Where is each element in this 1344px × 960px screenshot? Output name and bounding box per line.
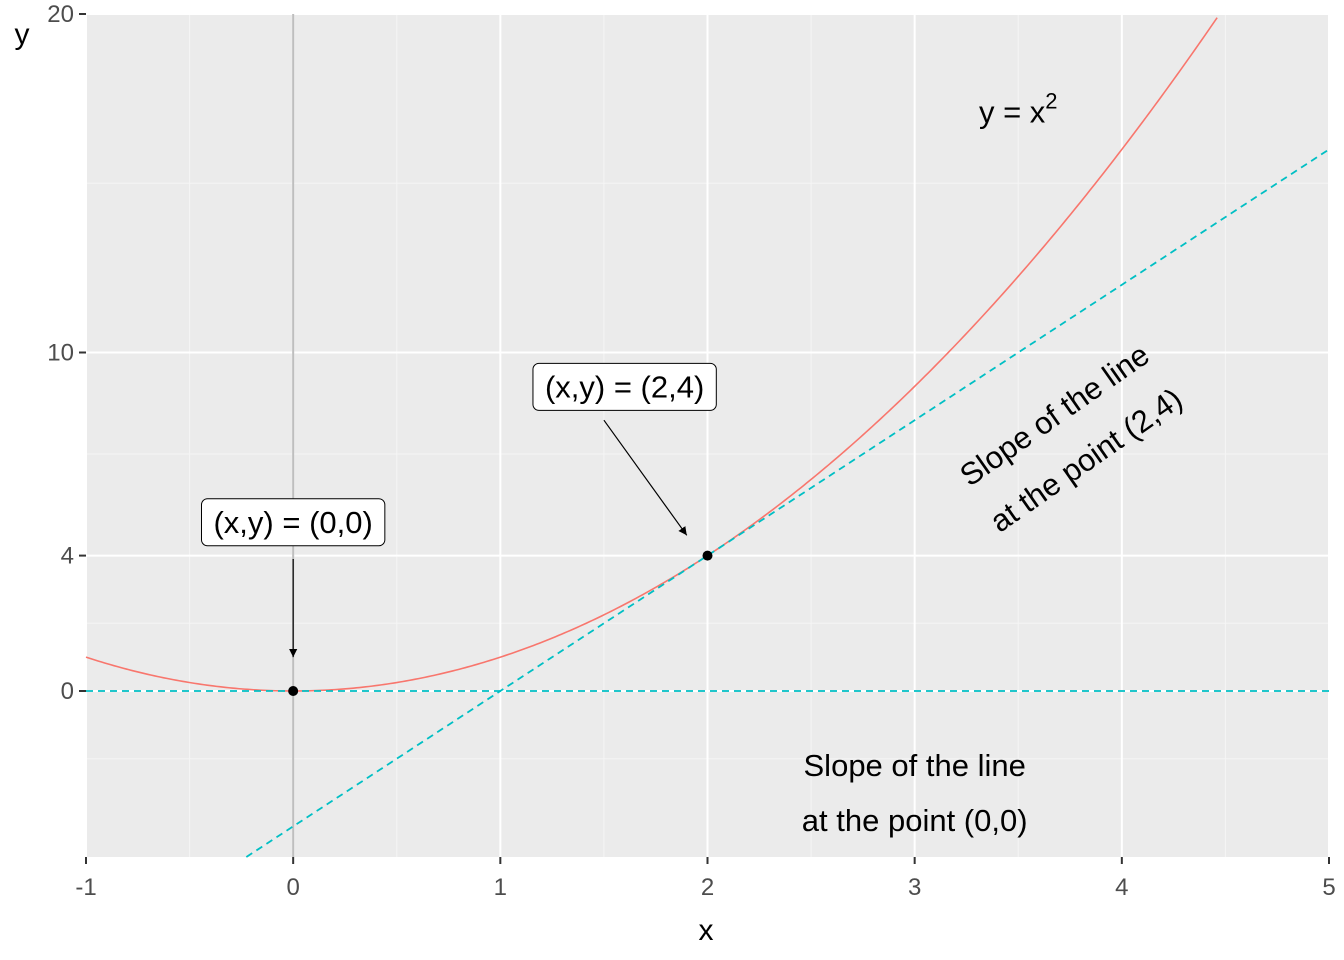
equation-superscript: 2 [1045, 88, 1057, 113]
data-point [288, 686, 299, 696]
y-tick-label: 10 [47, 340, 74, 367]
x-tick-label: 2 [701, 874, 714, 901]
y-tick-label: 4 [61, 543, 74, 570]
point-label-text: (x,y) = (0,0) [213, 505, 372, 540]
x-tick-label: 3 [908, 874, 921, 901]
x-tick-label: 4 [1115, 874, 1128, 901]
y-tick-label: 0 [61, 678, 74, 705]
point-label-box [200, 498, 386, 547]
curve-equation-label: y = x2 [979, 88, 1058, 129]
slope-annotation-line: Slope of the line [804, 748, 1026, 783]
annotation-arrow [603, 419, 688, 536]
equation-base: y = x [979, 94, 1046, 129]
point-label: (x,y) = (2,4) [532, 362, 717, 411]
x-tick-label: 0 [286, 874, 299, 901]
slope-annotation: Slope of the line at the point (0,0) [802, 748, 1028, 838]
x-tick-label: 1 [494, 874, 507, 901]
point-label-box [532, 362, 717, 411]
slope-annotation-line: at the point (0,0) [802, 803, 1028, 838]
point-label: (x,y) = (0,0) [200, 498, 386, 547]
label-layer: (x,y) = (0,0) (x,y) = (2,4) [200, 362, 717, 547]
y-axis-title: y [15, 18, 30, 51]
curve-y-equals-x-squared [85, 17, 1218, 692]
point-layer [288, 550, 713, 696]
x-axis-title: x [699, 914, 714, 947]
x-tick-label: -1 [75, 874, 96, 901]
axis-layer: -1 0 1 2 3 4 5 0 4 10 20 [47, 1, 1335, 901]
point-label-text: (x,y) = (2,4) [545, 369, 704, 404]
x-tick-label: 5 [1322, 874, 1335, 901]
data-point [702, 550, 713, 561]
arrow-layer [288, 419, 688, 658]
y-tick-label: 20 [47, 1, 74, 28]
